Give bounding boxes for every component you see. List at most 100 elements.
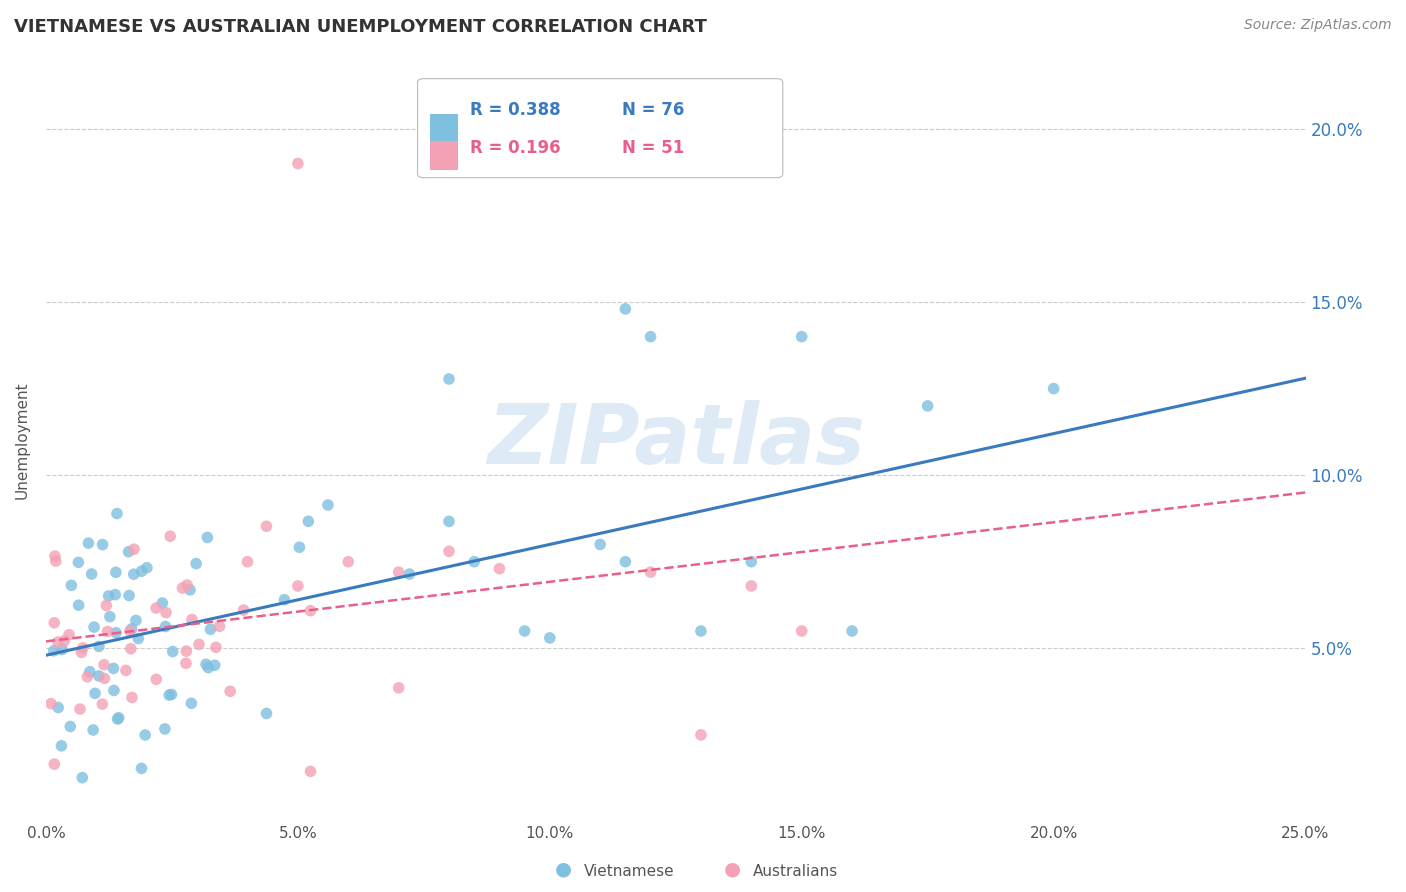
Point [155, 606, 177, 620]
Point [115, 664, 138, 678]
Point [690, 728, 713, 742]
Point [105, 507, 128, 521]
Point [91, 538, 114, 552]
Point [80, 567, 103, 582]
Text: ZIPatlas: ZIPatlas [486, 400, 865, 481]
Point [125, 614, 148, 628]
Point [232, 603, 254, 617]
Point [60, 578, 83, 592]
Point [287, 579, 309, 593]
Point [70, 645, 93, 659]
Point [87, 669, 110, 683]
Point [134, 728, 156, 742]
Point [236, 555, 259, 569]
Point [103, 683, 125, 698]
Point [82, 723, 104, 737]
Point [740, 555, 762, 569]
Point [172, 581, 194, 595]
FancyBboxPatch shape [418, 78, 783, 178]
Point [176, 644, 198, 658]
Point [219, 684, 242, 698]
Point [76, 670, 98, 684]
Point [513, 624, 536, 638]
FancyBboxPatch shape [430, 113, 458, 143]
Point [145, 601, 167, 615]
Point [98, 609, 121, 624]
Point [103, 661, 125, 675]
Point [118, 624, 141, 638]
Text: Source: ZipAtlas.com: Source: ZipAtlas.com [1244, 18, 1392, 32]
Point [299, 604, 322, 618]
Point [69, 702, 91, 716]
Point [104, 566, 127, 580]
Point [79, 665, 101, 679]
Point [97, 589, 120, 603]
Point [122, 542, 145, 557]
Point [120, 641, 142, 656]
Point [107, 712, 129, 726]
Point [162, 644, 184, 658]
Point [45, 554, 67, 568]
Point [53, 633, 76, 648]
Point [287, 156, 309, 170]
Point [77, 536, 100, 550]
Point [195, 657, 218, 672]
Point [208, 619, 231, 633]
Point [388, 681, 411, 695]
Point [127, 632, 149, 646]
Point [174, 657, 197, 671]
Point [205, 640, 228, 655]
Point [155, 619, 177, 633]
Text: ●: ● [555, 860, 572, 879]
Point [204, 658, 226, 673]
Point [104, 588, 127, 602]
Text: Australians: Australians [754, 863, 838, 879]
Point [96, 599, 118, 613]
Point [159, 529, 181, 543]
Point [463, 139, 485, 153]
Point [589, 537, 612, 551]
Text: N = 76: N = 76 [621, 101, 683, 119]
Point [150, 596, 173, 610]
Point [44, 549, 66, 563]
Point [197, 531, 219, 545]
Point [538, 631, 561, 645]
Point [67, 555, 90, 569]
Point [122, 567, 145, 582]
Point [176, 578, 198, 592]
Point [131, 564, 153, 578]
Point [437, 372, 460, 386]
Point [87, 640, 110, 654]
Point [145, 673, 167, 687]
Point [841, 624, 863, 638]
Point [186, 557, 208, 571]
Point [299, 764, 322, 779]
Point [160, 688, 183, 702]
Text: R = 0.196: R = 0.196 [471, 139, 561, 157]
Point [297, 514, 319, 528]
FancyBboxPatch shape [430, 141, 458, 170]
Point [614, 301, 637, 316]
Point [44, 757, 66, 772]
Point [463, 555, 485, 569]
Point [72, 640, 94, 655]
Point [58, 628, 80, 642]
Point [67, 598, 90, 612]
Point [256, 706, 278, 721]
Point [488, 562, 510, 576]
Point [790, 624, 813, 638]
Text: Vietnamese: Vietnamese [585, 863, 675, 879]
Point [790, 329, 813, 343]
Point [135, 560, 157, 574]
Point [93, 657, 115, 672]
Point [181, 613, 204, 627]
Point [197, 660, 219, 674]
Point [39, 697, 62, 711]
Point [51, 739, 73, 753]
Point [200, 622, 222, 636]
Point [640, 329, 662, 343]
Point [117, 545, 139, 559]
Text: N = 51: N = 51 [621, 139, 683, 157]
Point [131, 761, 153, 775]
Point [46, 635, 69, 649]
